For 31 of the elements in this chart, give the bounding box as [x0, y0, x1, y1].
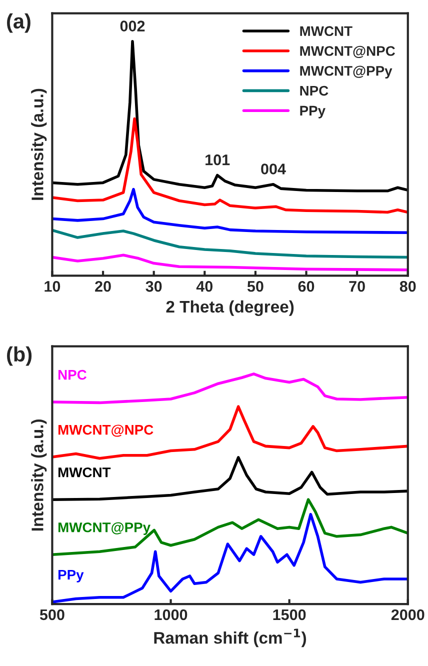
- series-label: PPy: [58, 570, 84, 582]
- x-tick-label: 2000: [391, 609, 424, 620]
- series-label: MWCNT@NPC: [58, 424, 154, 437]
- legend-label: NPC: [300, 86, 328, 96]
- legend-label: MWCNT: [300, 26, 352, 36]
- series-label: MWCNT@PPy: [58, 522, 150, 536]
- x-tick-label: 1500: [273, 609, 306, 620]
- x-tick-label: 500: [40, 609, 64, 620]
- x-axis-title: Raman shift (cm$^{−1}$): [154, 628, 306, 648]
- series-label: MWCNT: [58, 467, 111, 478]
- x-tick-label: 70: [349, 280, 365, 292]
- legend-label: PPy: [300, 106, 326, 118]
- chart-title: (a): [7, 13, 30, 33]
- annotation: 101: [206, 154, 230, 166]
- chart-title: (b): [7, 346, 32, 366]
- x-axis-title: 2 Theta (degree): [166, 300, 294, 316]
- x-tick-label: 20: [95, 280, 111, 292]
- annotation: 004: [261, 164, 286, 174]
- x-tick-label: 10: [44, 280, 60, 292]
- x-tick-label: 80: [400, 280, 416, 292]
- x-tick-label: 50: [247, 280, 264, 292]
- legend-label: MWCNT@NPC: [300, 46, 396, 58]
- x-tick-label: 40: [196, 280, 213, 292]
- y-axis-title: Intensity (a.u.): [31, 88, 47, 200]
- x-tick-label: 60: [298, 280, 314, 292]
- y-axis-title: Intensity (a.u.): [31, 420, 47, 531]
- x-tick-label: 1000: [154, 609, 188, 620]
- legend-label: MWCNT@PPy: [300, 66, 392, 79]
- annotation: 002: [120, 20, 145, 32]
- series-label: NPC: [58, 370, 86, 380]
- x-tick-label: 30: [146, 280, 162, 292]
